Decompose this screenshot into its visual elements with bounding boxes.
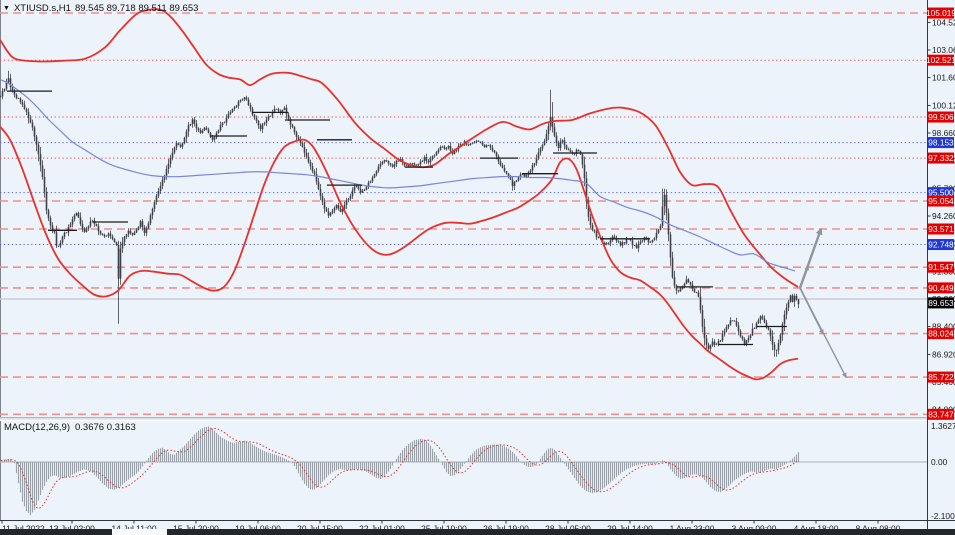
macd-name: MACD(12,26,9) bbox=[4, 422, 70, 433]
time-tick-label: 20 Jul 15:00 bbox=[297, 524, 343, 534]
price-tick-label: 104.520 bbox=[932, 17, 955, 27]
macd-axis-label: 1.3627 bbox=[931, 421, 955, 431]
price-badge-label: 85.722 bbox=[928, 372, 954, 382]
time-tick-label: 13 Jul 02:00 bbox=[49, 524, 95, 534]
macd-axis[interactable]: 1.3627 0.00 -2.1007 bbox=[931, 421, 955, 521]
price-badges: 105.019 102.521 99.506 98.153 97.332 95.50095… bbox=[926, 7, 955, 420]
macd-axis-label: -2.1007 bbox=[931, 511, 955, 521]
macd-axis-label: 0.00 bbox=[931, 457, 948, 467]
chart-title: ▼ XTIUSD.s,H1 89.545 89.718 89.511 89.65… bbox=[3, 3, 198, 14]
price-badge-95.054 bbox=[928, 195, 954, 207]
time-tick-label: 28 Jul 05:00 bbox=[545, 524, 591, 534]
time-axis[interactable]: 11 Jul 2022 13 Jul 02:00 14 Jul 11:00 15 Ju… bbox=[1, 520, 901, 534]
price-badge-92.748 bbox=[928, 239, 954, 251]
macd-values: 0.3676 0.3163 bbox=[75, 422, 136, 433]
price-badge-label: 105.019 bbox=[926, 8, 955, 18]
price-badge-label: 102.521 bbox=[926, 55, 955, 65]
price-badge-label: 83.747 bbox=[928, 409, 954, 419]
time-tick-label: 22 Jul 01:00 bbox=[359, 524, 405, 534]
trendline-segments[interactable] bbox=[7, 90, 787, 346]
symbol-period-label: XTIUSD.s,H1 bbox=[13, 3, 71, 14]
time-tick-label: 1 Aug 23:00 bbox=[670, 524, 715, 534]
band-lower-line[interactable] bbox=[0, 126, 799, 381]
bollinger-bands bbox=[0, 8, 799, 381]
macd-histogram bbox=[0, 426, 800, 515]
time-tick-label: 25 Jul 10:00 bbox=[421, 524, 467, 534]
time-tick-label: 15 Jul 20:00 bbox=[173, 524, 219, 534]
price-tick-label: 86.920 bbox=[932, 349, 955, 359]
time-tick-label: 8 Aug 08:00 bbox=[856, 524, 901, 534]
price-axis[interactable]: 104.520103.060101.600100.12098.66097.190… bbox=[927, 17, 955, 415]
price-badge-label: 88.024 bbox=[928, 329, 954, 339]
price-tick-label: 88.400 bbox=[932, 322, 955, 332]
price-badge-label: 89.653 bbox=[928, 298, 954, 308]
price-badge-99.506 bbox=[928, 111, 954, 123]
price-badge-label: 90.449 bbox=[928, 283, 954, 293]
time-tick-label: 11 Jul 2022 bbox=[2, 524, 45, 534]
macd-pane bbox=[0, 426, 927, 515]
price-badge-90.449 bbox=[928, 282, 954, 294]
price-badge-95.5 bbox=[928, 187, 954, 199]
candlestick-series bbox=[0, 70, 800, 357]
price-badge-label: 97.332 bbox=[928, 153, 954, 163]
band-upper-line[interactable] bbox=[0, 8, 799, 288]
price-badge-label: 93.571 bbox=[928, 224, 954, 234]
down-arrow-3[interactable] bbox=[799, 287, 847, 378]
price-badge-label: 95.500 bbox=[928, 188, 954, 198]
pane-divider[interactable] bbox=[0, 417, 955, 421]
price-badge-label: 98.153 bbox=[928, 138, 954, 148]
ma-line bbox=[0, 78, 796, 272]
time-tick-label: 29 Jul 14:00 bbox=[607, 524, 653, 534]
moving-average-line[interactable] bbox=[0, 78, 796, 272]
macd-signal-line bbox=[0, 427, 799, 509]
macd-indicator-label: MACD(12,26,9) 0.3676 0.3163 bbox=[4, 422, 136, 433]
price-badge-label: 92.748 bbox=[928, 240, 954, 250]
time-tick-label: 14 Jul 11:00 bbox=[111, 524, 156, 534]
ohlc-values: 89.545 89.718 89.511 89.653 bbox=[74, 3, 199, 14]
price-badge-97.332 bbox=[928, 152, 954, 164]
price-badge-105.019 bbox=[928, 7, 954, 19]
price-tick-label: 103.060 bbox=[932, 45, 955, 55]
trend-arrows[interactable] bbox=[798, 227, 847, 378]
symbol-dropdown-icon[interactable]: ▼ bbox=[3, 5, 10, 12]
price-badge-93.571 bbox=[928, 223, 954, 235]
scrollbar-track[interactable] bbox=[0, 529, 955, 535]
time-tick-label: 4 Aug 18:00 bbox=[794, 524, 839, 534]
time-tick-label: 3 Aug 09:00 bbox=[732, 524, 777, 534]
time-tick-label: 19 Jul 06:00 bbox=[235, 524, 281, 534]
up-arrow-1[interactable] bbox=[799, 265, 809, 289]
scrollbar-thumb[interactable] bbox=[112, 529, 167, 535]
price-tick-label: 98.660 bbox=[932, 128, 955, 138]
price-badge-91.547 bbox=[928, 261, 954, 273]
price-badge-85.722 bbox=[928, 371, 954, 383]
price-badge-label: 95.054 bbox=[928, 196, 954, 206]
price-badge-label: 99.506 bbox=[928, 112, 954, 122]
horizontal-scrollbar[interactable] bbox=[0, 529, 955, 535]
price-badge-89.653 bbox=[928, 297, 954, 309]
price-badge-88.024 bbox=[928, 328, 954, 340]
price-tick-label: 101.600 bbox=[932, 73, 955, 83]
price-tick-label: 94.260 bbox=[932, 211, 955, 221]
price-badge-label: 91.547 bbox=[928, 262, 954, 272]
time-tick-label: 26 Jul 19:00 bbox=[483, 524, 529, 534]
price-badge-98.153 bbox=[928, 137, 954, 149]
price-tick-label: 100.120 bbox=[932, 100, 955, 110]
price-badge-83.747 bbox=[928, 408, 954, 420]
price-badge-102.521 bbox=[928, 54, 954, 66]
